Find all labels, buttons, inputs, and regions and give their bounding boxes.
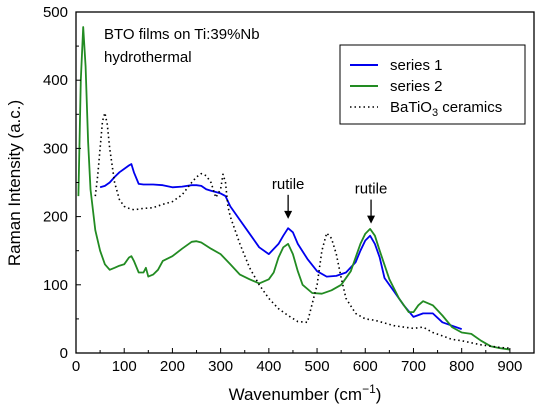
legend-label-batio3: BaTiO3 ceramics	[390, 99, 502, 119]
peak-arrow-head	[284, 210, 293, 219]
peak-label-rutile-1: rutile	[272, 176, 305, 193]
x-tick-label: 0	[72, 358, 80, 375]
sample-annotation-line2: hydrothermal	[104, 49, 192, 66]
sample-annotation-line1: BTO films on Ti:39%Nb	[104, 26, 260, 43]
y-tick-label: 300	[43, 140, 68, 157]
y-tick-label: 500	[43, 4, 68, 21]
legend-label-series-2: series 2	[390, 78, 443, 95]
series-line-2	[77, 26, 511, 351]
series-layer	[77, 26, 511, 351]
peak-arrow-head	[367, 215, 376, 224]
x-tick-label: 700	[401, 358, 426, 375]
x-tick-label: 100	[112, 358, 137, 375]
x-tick-label: 800	[449, 358, 474, 375]
x-tick-label: 400	[256, 358, 281, 375]
y-tick-label: 400	[43, 72, 68, 89]
x-tick-label: 500	[305, 358, 330, 375]
x-tick-label: 200	[160, 358, 185, 375]
y-tick-label: 100	[43, 277, 68, 294]
y-tick-label: 200	[43, 209, 68, 226]
peak-labels: rutile rutile	[272, 176, 387, 224]
y-tick-label: 0	[60, 345, 68, 362]
x-tick-label: 600	[353, 358, 378, 375]
x-axis-title: Wavenumber (cm−1)	[229, 382, 382, 404]
axes-layer: 0 100 200 300 400 500 600 700 800 900 0 100 200 300 40…	[43, 4, 522, 375]
y-axis-title: Raman Intensity (a.c.)	[5, 100, 24, 266]
x-tick-label: 900	[497, 358, 522, 375]
series-line-3	[94, 112, 510, 349]
x-tick-label: 300	[208, 358, 233, 375]
legend-box	[339, 44, 526, 125]
legend-label-series-1: series 1	[390, 57, 443, 74]
legend: series 1 series 2 BaTiO3 ceramics	[339, 44, 526, 125]
peak-label-rutile-2: rutile	[355, 181, 388, 198]
series-line-1	[99, 163, 462, 330]
